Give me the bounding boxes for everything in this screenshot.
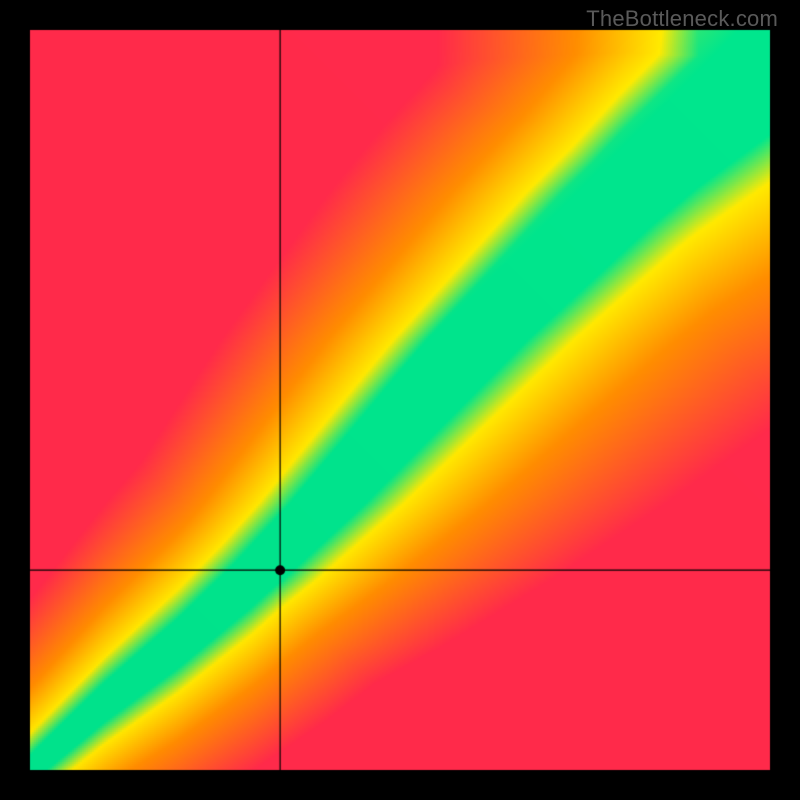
chart-container: TheBottleneck.com [0, 0, 800, 800]
watermark-text: TheBottleneck.com [586, 6, 778, 32]
bottleneck-heatmap [0, 0, 800, 800]
